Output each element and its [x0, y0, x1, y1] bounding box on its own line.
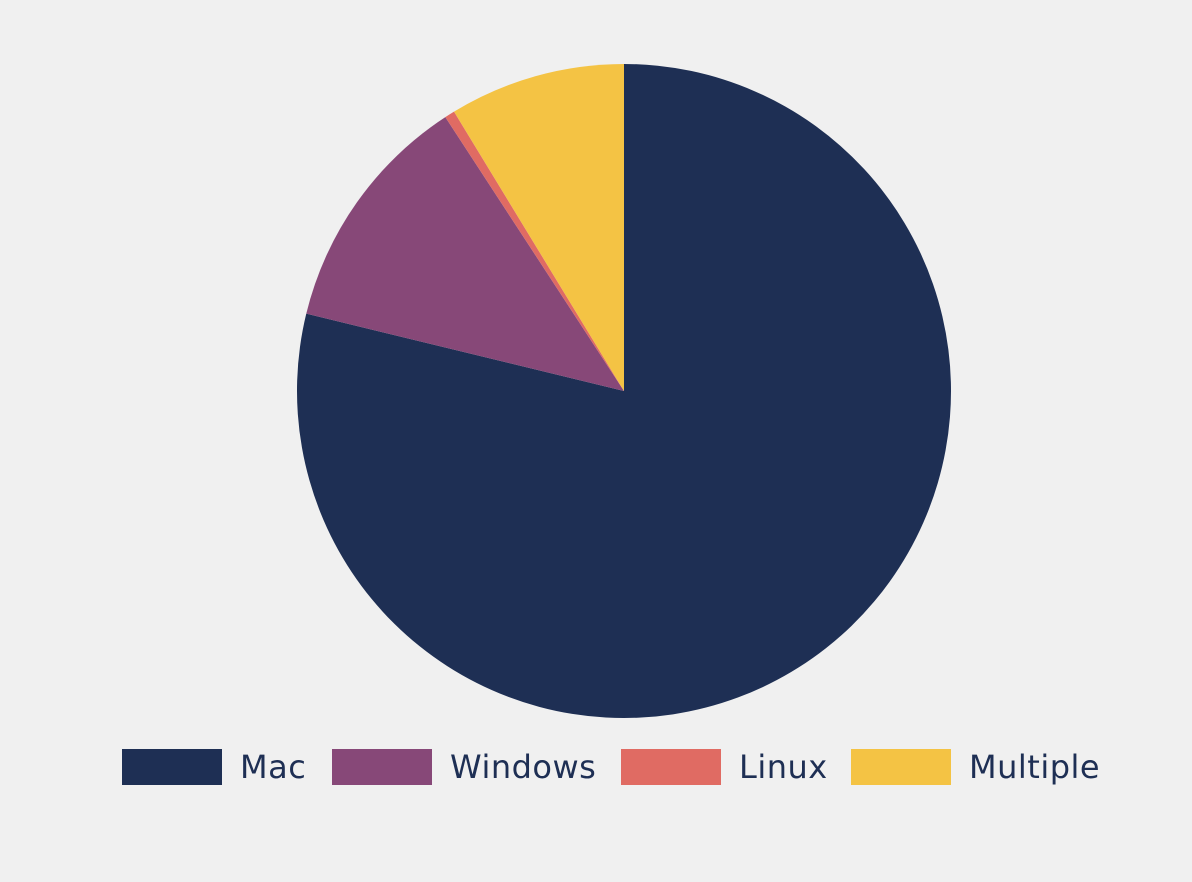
legend-label-windows: Windows [450, 748, 597, 786]
legend-label-linux: Linux [739, 748, 828, 786]
legend-swatch-mac [122, 749, 222, 785]
pie-plot-area [296, 64, 951, 718]
legend-item-linux[interactable]: Linux [621, 748, 828, 786]
legend-label-mac: Mac [240, 748, 307, 786]
pie-slice-windows[interactable] [306, 117, 624, 392]
pie-slice-multiple[interactable] [454, 64, 624, 391]
legend-item-mac[interactable]: Mac [122, 748, 306, 786]
legend-label-multiple: Multiple [969, 748, 1101, 786]
legend-swatch-linux [621, 749, 721, 785]
legend-swatch-windows [332, 749, 432, 785]
pie-slice-linux[interactable] [445, 111, 624, 392]
legend-item-windows[interactable]: Windows [332, 748, 596, 786]
legend-item-multiple[interactable]: Multiple [851, 748, 1100, 786]
pie-slice-mac[interactable] [296, 64, 951, 718]
chart-legend: Mac Windows Linux Multiple [0, 748, 1192, 788]
legend-swatch-multiple [851, 749, 951, 785]
